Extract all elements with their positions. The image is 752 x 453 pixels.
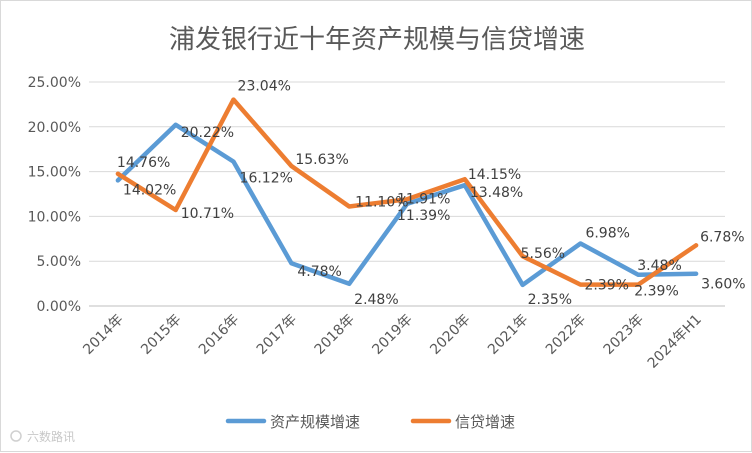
asset-growth-data-label: 6.98% xyxy=(585,225,629,241)
asset-growth-data-label: 3.60% xyxy=(701,277,745,293)
credit-growth-data-label: 23.04% xyxy=(238,79,291,95)
asset-growth-data-label: 4.78% xyxy=(297,264,341,280)
x-tick-label: 2023年 xyxy=(601,312,647,358)
asset-growth-data-label: 2.48% xyxy=(354,292,398,308)
y-tick-label: 15.00% xyxy=(28,165,81,181)
credit-growth-data-label: 11.91% xyxy=(397,191,450,207)
legend-label-credit-growth: 信贷增速 xyxy=(455,413,515,431)
series-lines xyxy=(115,97,699,288)
y-tick-label: 10.00% xyxy=(28,209,81,225)
x-tick-label: 2017年 xyxy=(254,312,300,358)
credit-growth-line xyxy=(115,97,699,287)
asset-growth-data-label: 2.35% xyxy=(528,292,572,308)
asset-growth-line xyxy=(115,122,699,288)
asset-growth-data-label: 20.22% xyxy=(181,125,234,141)
x-tick-label: 2021年 xyxy=(485,312,531,358)
y-tick-label: 20.00% xyxy=(28,120,81,136)
legend: 资产规模增速 信贷增速 xyxy=(225,413,515,431)
asset-growth-data-label: 3.48% xyxy=(637,258,681,274)
credit-growth-data-label: 14.15% xyxy=(468,167,521,183)
asset-growth-data-label: 16.12% xyxy=(240,171,293,187)
x-tick-label: 2020年 xyxy=(427,312,473,358)
credit-growth-data-label: 11.10% xyxy=(355,195,408,211)
credit-growth-data-label: 15.63% xyxy=(295,152,348,168)
y-tick-label: 0.00% xyxy=(37,299,81,315)
y-axis: 0.00% 5.00% 10.00% 15.00% 20.00% 25.00% xyxy=(28,75,81,315)
y-tick-label: 25.00% xyxy=(28,75,81,91)
credit-growth-data-label: 5.56% xyxy=(521,246,565,262)
watermark-text: 六数路讯 xyxy=(27,429,75,444)
credit-growth-data-label: 2.39% xyxy=(634,284,678,300)
asset-growth-data-label: 13.48% xyxy=(470,185,523,201)
credit-growth-data-label: 2.39% xyxy=(584,278,628,294)
x-tick-label: 2022年 xyxy=(543,312,589,358)
asset-growth-data-label: 14.02% xyxy=(123,182,176,198)
x-tick-label: 2015年 xyxy=(138,312,184,358)
credit-growth-data-label: 14.76% xyxy=(117,155,170,171)
x-tick-label: 2019年 xyxy=(369,312,415,358)
x-tick-label: 2016年 xyxy=(196,312,242,358)
credit-growth-data-label: 10.71% xyxy=(181,206,234,222)
x-tick-label: 2014年 xyxy=(80,312,126,358)
credit-growth-data-label: 6.78% xyxy=(700,229,744,245)
legend-label-asset-growth: 资产规模增速 xyxy=(270,413,360,431)
x-tick-label: 2018年 xyxy=(312,312,358,358)
x-axis: 2014年 2015年 2016年 2017年 2018年 2019年 2020年 2021年… xyxy=(80,312,705,372)
watermark-icon xyxy=(10,430,22,442)
y-tick-label: 5.00% xyxy=(37,254,81,270)
asset-growth-data-label: 11.39% xyxy=(397,208,450,224)
chart-title: 浦发银行近十年资产规模与信贷增速 xyxy=(169,25,585,55)
x-tick-label: 2024年H1 xyxy=(645,312,705,372)
data-labels: 14.02% 20.22% 16.12% 4.78% 2.48% 11.39% 13.48%… xyxy=(117,79,746,308)
watermark: 六数路讯 xyxy=(10,429,75,444)
